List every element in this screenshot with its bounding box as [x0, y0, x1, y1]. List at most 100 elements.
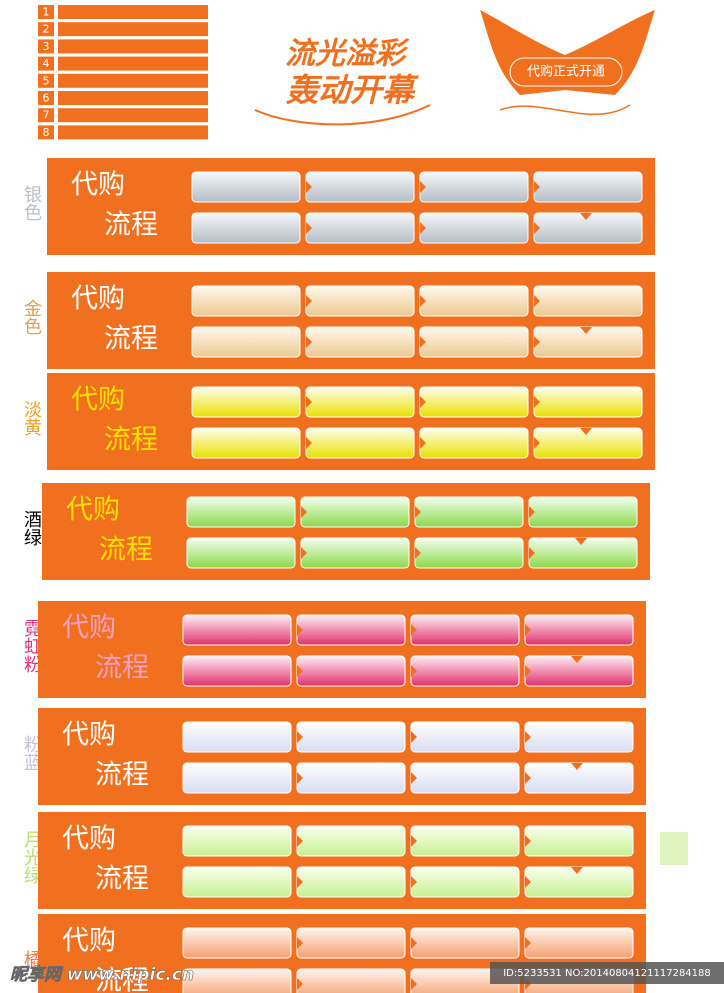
panel-line1: 代购 — [62, 720, 116, 751]
step-button — [182, 614, 292, 646]
step-button — [410, 614, 520, 646]
step-button — [305, 386, 415, 418]
step-notch — [411, 731, 417, 743]
step-pointer — [580, 327, 592, 334]
list-number: 1 — [43, 6, 50, 19]
panel-line2: 流程 — [104, 210, 158, 241]
step-button — [182, 927, 292, 959]
step-button — [296, 721, 406, 753]
step-button — [533, 386, 643, 418]
step-notch — [525, 772, 531, 784]
step-notch — [534, 295, 540, 307]
step-button — [410, 762, 520, 794]
list-number-box — [38, 91, 54, 105]
step-pointer — [571, 656, 583, 663]
step-notch — [411, 665, 417, 677]
step-notch — [525, 876, 531, 888]
step-notch — [534, 396, 540, 408]
step-button — [410, 825, 520, 857]
step-button — [419, 285, 529, 317]
step-button — [300, 496, 410, 528]
step-notch — [301, 506, 307, 518]
step-button — [300, 537, 410, 569]
list-bar — [58, 39, 208, 54]
list-number: 5 — [43, 74, 50, 87]
swirl — [499, 104, 631, 115]
panel-line2: 流程 — [95, 760, 149, 791]
step-button — [191, 212, 301, 244]
step-pointer — [575, 538, 587, 545]
color-label: 金色 — [21, 299, 42, 335]
step-button — [191, 386, 301, 418]
step-button — [305, 427, 415, 459]
step-notch — [420, 396, 426, 408]
list-number: 7 — [43, 109, 50, 122]
header-logo: 流光溢彩 轰动开幕 — [254, 37, 431, 126]
step-notch — [301, 547, 307, 559]
color-label: 月光绿 — [21, 830, 42, 884]
step-notch — [529, 547, 535, 559]
step-button — [524, 927, 634, 959]
step-notch — [306, 336, 312, 348]
step-notch — [306, 295, 312, 307]
badge-plate — [509, 57, 623, 87]
step-button — [419, 212, 529, 244]
step-notch — [411, 772, 417, 784]
step-button — [296, 825, 406, 857]
watermark-id: ID:5233531 NO:20140804121117284188 — [503, 968, 711, 979]
step-button — [305, 326, 415, 358]
list-number: 4 — [43, 57, 50, 70]
step-button — [191, 427, 301, 459]
panel-line1: 代购 — [66, 495, 120, 526]
color-label: 橘 — [21, 950, 42, 968]
step-button — [296, 762, 406, 794]
step-button — [414, 496, 524, 528]
list-bar — [58, 73, 208, 88]
step-notch — [420, 295, 426, 307]
color-label: 酒绿 — [21, 510, 42, 546]
panel-line1: 代购 — [62, 824, 116, 855]
step-button — [186, 537, 296, 569]
step-button — [182, 655, 292, 687]
step-button — [305, 285, 415, 317]
step-button — [410, 927, 520, 959]
step-button — [419, 171, 529, 203]
step-notch — [534, 336, 540, 348]
step-button — [182, 721, 292, 753]
step-notch — [297, 731, 303, 743]
panel-line1: 代购 — [71, 385, 125, 416]
step-button — [191, 285, 301, 317]
step-notch — [306, 437, 312, 449]
panel-line1: 代购 — [62, 613, 116, 644]
step-button — [419, 386, 529, 418]
step-button — [296, 655, 406, 687]
step-notch — [420, 437, 426, 449]
step-button — [191, 326, 301, 358]
step-pointer — [580, 213, 592, 220]
step-button — [419, 427, 529, 459]
step-notch — [297, 624, 303, 636]
step-button — [524, 614, 634, 646]
list-number: 3 — [43, 40, 50, 53]
list-number-box — [38, 22, 54, 37]
list-bar — [58, 91, 208, 105]
step-notch — [306, 396, 312, 408]
logo-line2: 轰动开幕 — [286, 71, 419, 109]
watermark-bar — [490, 962, 724, 984]
step-button — [410, 655, 520, 687]
step-notch — [415, 547, 421, 559]
step-button — [182, 825, 292, 857]
step-button — [296, 866, 406, 898]
panel-line2: 流程 — [104, 324, 158, 355]
step-button — [524, 721, 634, 753]
step-button — [296, 968, 406, 993]
step-notch — [525, 731, 531, 743]
step-notch — [297, 937, 303, 949]
list-bar — [58, 125, 208, 140]
list-number-box — [38, 73, 54, 88]
step-button — [419, 326, 529, 358]
step-button — [533, 285, 643, 317]
step-notch — [297, 665, 303, 677]
step-notch — [411, 978, 417, 990]
step-button — [305, 171, 415, 203]
